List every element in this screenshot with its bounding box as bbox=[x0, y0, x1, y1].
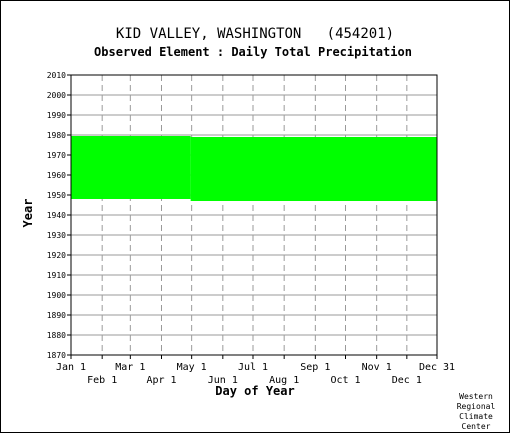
credit-line-3: Climate bbox=[459, 412, 493, 421]
y-tick-label: 1880 bbox=[47, 331, 66, 340]
y-tick-label: 1890 bbox=[47, 311, 66, 320]
y-tick-label: 1990 bbox=[47, 111, 66, 120]
credit-line-2: Regional bbox=[457, 402, 496, 411]
credit-line-4: Center bbox=[462, 422, 491, 431]
data-band bbox=[71, 136, 191, 199]
x-axis-label: Day of Year bbox=[215, 384, 294, 398]
x-tick-label: Jan 1 bbox=[56, 362, 86, 373]
x-tick-label: Nov 1 bbox=[362, 362, 392, 373]
plot-area: 1870 1880 1890 1900 1910 1920 1930 1940 1950 1960… bbox=[47, 71, 455, 386]
y-tick-label: 1900 bbox=[47, 291, 66, 300]
x-tick-label: Oct 1 bbox=[330, 375, 360, 386]
x-tick-label: Apr 1 bbox=[146, 375, 176, 386]
y-tick-label: 1940 bbox=[47, 211, 66, 220]
y-axis-label: Year bbox=[21, 199, 35, 228]
x-tick-label: Feb 1 bbox=[87, 375, 117, 386]
y-tick-label: 1970 bbox=[47, 151, 66, 160]
y-tick-label: 1980 bbox=[47, 131, 66, 140]
y-tick-label: 1920 bbox=[47, 251, 66, 260]
y-tick-label: 1870 bbox=[47, 351, 66, 360]
y-tick-label: 1930 bbox=[47, 231, 66, 240]
credit-line-1: Western bbox=[459, 392, 493, 401]
y-tick-label: 1910 bbox=[47, 271, 66, 280]
x-tick-label: Jun 1 bbox=[208, 375, 238, 386]
y-tick-label: 2010 bbox=[47, 71, 66, 80]
x-tick-label: May 1 bbox=[177, 362, 207, 373]
y-tick-label: 2000 bbox=[47, 91, 66, 100]
data-band bbox=[190, 137, 437, 201]
plot-border bbox=[70, 74, 438, 356]
credit-block: Western Regional Climate Center bbox=[457, 392, 496, 431]
x-tick-label: Dec 31 bbox=[419, 362, 455, 373]
x-tick-label: Sep 1 bbox=[300, 362, 330, 373]
x-tick-label: Aug 1 bbox=[269, 375, 299, 386]
chart-title: KID VALLEY, WASHINGTON (454201) bbox=[116, 26, 394, 42]
x-tick-label: Mar 1 bbox=[115, 362, 145, 373]
x-tick-label: Dec 1 bbox=[392, 375, 422, 386]
x-tick-label: Jul 1 bbox=[238, 362, 268, 373]
y-tick-label: 1960 bbox=[47, 171, 66, 180]
chart-subtitle: Observed Element : Daily Total Precipita… bbox=[94, 45, 412, 59]
y-tick-label: 1950 bbox=[47, 191, 66, 200]
